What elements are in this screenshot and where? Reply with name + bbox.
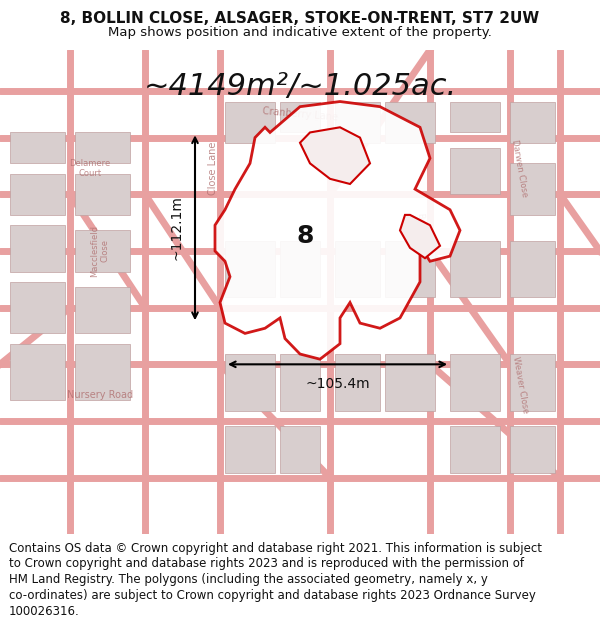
Bar <box>280 426 320 472</box>
Bar <box>510 101 555 142</box>
Bar <box>450 148 500 194</box>
Bar <box>280 354 320 411</box>
Text: HM Land Registry. The polygons (including the associated geometry, namely x, y: HM Land Registry. The polygons (includin… <box>9 573 488 586</box>
Bar <box>75 287 130 333</box>
Bar <box>280 241 320 298</box>
Bar <box>10 282 65 333</box>
Bar <box>510 426 555 472</box>
Bar <box>510 354 555 411</box>
Text: Darwen Close: Darwen Close <box>511 139 529 198</box>
Bar <box>225 426 275 472</box>
Text: 8, BOLLIN CLOSE, ALSAGER, STOKE-ON-TRENT, ST7 2UW: 8, BOLLIN CLOSE, ALSAGER, STOKE-ON-TRENT… <box>61 11 539 26</box>
Text: Map shows position and indicative extent of the property.: Map shows position and indicative extent… <box>108 26 492 39</box>
Bar <box>10 174 65 215</box>
Bar <box>335 241 380 298</box>
Bar <box>225 354 275 411</box>
Text: 100026316.: 100026316. <box>9 605 80 618</box>
Bar <box>75 174 130 215</box>
Text: Close Lane: Close Lane <box>208 142 218 195</box>
Polygon shape <box>215 101 460 359</box>
Text: Contains OS data © Crown copyright and database right 2021. This information is : Contains OS data © Crown copyright and d… <box>9 542 542 554</box>
Text: Weaver Close: Weaver Close <box>511 356 529 414</box>
Polygon shape <box>400 215 440 258</box>
Bar <box>510 163 555 215</box>
Bar <box>10 225 65 272</box>
Bar <box>75 132 130 163</box>
Bar <box>225 241 275 298</box>
Bar <box>385 101 435 142</box>
Text: ~4149m²/~1.025ac.: ~4149m²/~1.025ac. <box>143 72 457 101</box>
Bar <box>335 101 380 142</box>
Bar <box>10 132 65 163</box>
Bar <box>385 354 435 411</box>
Bar <box>75 344 130 401</box>
Text: Nursery Road: Nursery Road <box>67 390 133 400</box>
Text: Macclesfield
Close: Macclesfield Close <box>90 225 110 277</box>
Bar <box>75 231 130 272</box>
Text: 8: 8 <box>296 224 314 248</box>
Polygon shape <box>300 127 370 184</box>
Bar <box>450 354 500 411</box>
Bar <box>450 241 500 298</box>
Bar <box>450 426 500 472</box>
Bar <box>335 354 380 411</box>
Text: co-ordinates) are subject to Crown copyright and database rights 2023 Ordnance S: co-ordinates) are subject to Crown copyr… <box>9 589 536 602</box>
Bar <box>10 344 65 401</box>
Bar <box>225 101 275 142</box>
Bar <box>450 101 500 132</box>
Text: ~112.1m: ~112.1m <box>169 196 183 260</box>
Bar <box>385 241 435 298</box>
Text: Bollin
Close: Bollin Close <box>404 213 425 238</box>
Bar <box>510 241 555 298</box>
Text: to Crown copyright and database rights 2023 and is reproduced with the permissio: to Crown copyright and database rights 2… <box>9 558 524 571</box>
Bar <box>280 101 320 132</box>
Text: Delamere
Court: Delamere Court <box>70 159 110 178</box>
Text: ~105.4m: ~105.4m <box>305 377 370 391</box>
Text: Cranberry Lane: Cranberry Lane <box>262 106 338 122</box>
